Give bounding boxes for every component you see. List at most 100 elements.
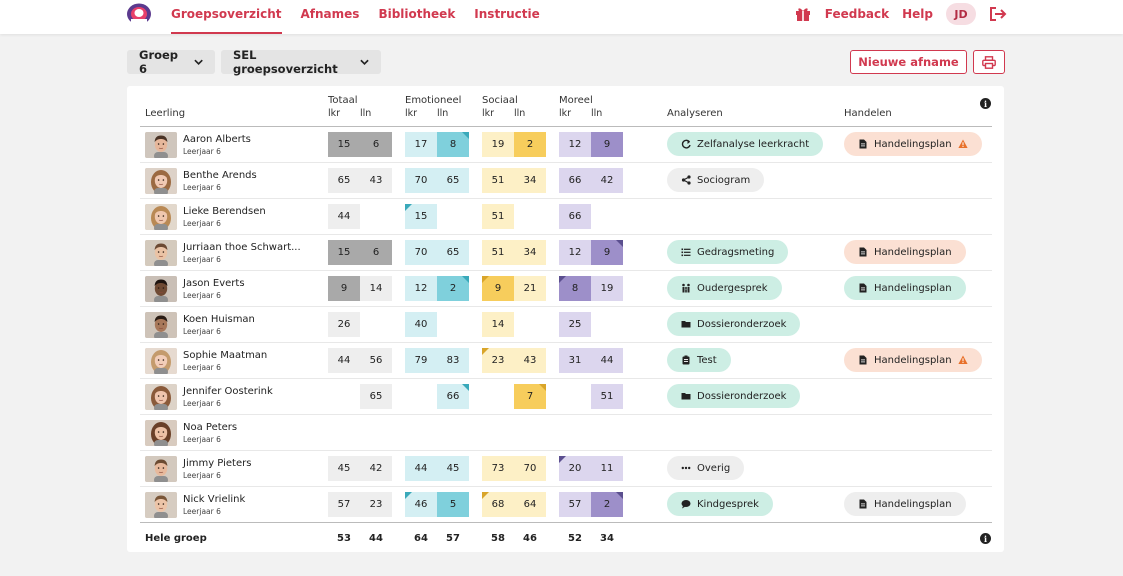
- score-cell-emo-lkr[interactable]: 46: [405, 492, 437, 517]
- table-row[interactable]: Koen Huisman Leerjaar 6 26 40 14 25 Dossierond…: [140, 307, 992, 343]
- new-assessment-button[interactable]: Nieuwe afname: [850, 50, 967, 74]
- score-cell-soc-lln[interactable]: 43: [514, 348, 546, 373]
- analyze-button[interactable]: Zelfanalyse leerkracht: [667, 132, 824, 156]
- table-row[interactable]: Sophie Maatman Leerjaar 6 44 56 79 83 23 43 31 44…: [140, 343, 992, 379]
- score-cell-total-lln[interactable]: 14: [360, 276, 392, 301]
- analyze-button[interactable]: Kindgesprek: [667, 492, 773, 516]
- score-cell-emo-lkr[interactable]: 15: [405, 204, 437, 229]
- score-cell-emo-lln[interactable]: 83: [437, 348, 469, 373]
- score-cell-mor-lln[interactable]: 9: [591, 240, 623, 265]
- score-cell-emo-lln[interactable]: 2: [437, 276, 469, 301]
- student-name[interactable]: Jimmy Pieters: [183, 458, 252, 469]
- score-cell-total-lkr[interactable]: 57: [328, 492, 360, 517]
- score-cell-total-lkr[interactable]: 26: [328, 312, 360, 337]
- logout-icon[interactable]: [988, 6, 1008, 22]
- score-cell-total-lkr[interactable]: 9: [328, 276, 360, 301]
- score-cell-total-lkr[interactable]: 65: [328, 168, 360, 193]
- score-cell-total-lln[interactable]: 23: [360, 492, 392, 517]
- nav-bibliotheek[interactable]: Bibliotheek: [378, 7, 456, 21]
- score-cell-soc-lkr[interactable]: 23: [482, 348, 514, 373]
- score-cell-soc-lkr[interactable]: 68: [482, 492, 514, 517]
- student-name[interactable]: Nick Vrielink: [183, 494, 246, 505]
- score-cell-emo-lln[interactable]: 8: [437, 132, 469, 157]
- action-plan-button[interactable]: Handelingsplan: [844, 132, 982, 156]
- score-cell-soc-lkr[interactable]: 73: [482, 456, 514, 481]
- score-cell-soc-lln[interactable]: 64: [514, 492, 546, 517]
- analyze-button[interactable]: Test: [667, 348, 731, 372]
- table-row[interactable]: Jimmy Pieters Leerjaar 6 45 42 44 45 73 70 20 11 O…: [140, 451, 992, 487]
- group-select[interactable]: Groep 6: [127, 48, 215, 76]
- score-cell-mor-lkr[interactable]: 20: [559, 456, 591, 481]
- score-cell-mor-lln[interactable]: 44: [591, 348, 623, 373]
- student-name[interactable]: Sophie Maatman: [183, 350, 268, 361]
- score-cell-total-lkr[interactable]: 44: [328, 204, 360, 229]
- score-cell-soc-lln[interactable]: 70: [514, 456, 546, 481]
- score-cell-emo-lkr[interactable]: 70: [405, 168, 437, 193]
- score-cell-emo-lln[interactable]: 65: [437, 168, 469, 193]
- action-plan-button[interactable]: Handelingsplan: [844, 348, 982, 372]
- student-name[interactable]: Jurriaan thoe Schwart...: [183, 242, 301, 253]
- score-cell-soc-lln[interactable]: 34: [514, 240, 546, 265]
- nav-afnames[interactable]: Afnames: [300, 7, 360, 21]
- user-avatar[interactable]: JD: [946, 3, 976, 25]
- score-cell-mor-lln[interactable]: 2: [591, 492, 623, 517]
- score-cell-mor-lkr[interactable]: 25: [559, 312, 591, 337]
- table-row[interactable]: Aaron Alberts Leerjaar 6 15 6 17 8 19 2 12 9 Zelfa…: [140, 127, 992, 163]
- score-cell-mor-lkr[interactable]: 12: [559, 132, 591, 157]
- score-cell-soc-lkr[interactable]: 51: [482, 204, 514, 229]
- score-cell-emo-lkr[interactable]: 44: [405, 456, 437, 481]
- score-cell-mor-lkr[interactable]: 8: [559, 276, 591, 301]
- student-name[interactable]: Aaron Alberts: [183, 134, 251, 145]
- feedback-link[interactable]: Feedback: [824, 7, 890, 21]
- score-cell-emo-lkr[interactable]: 70: [405, 240, 437, 265]
- score-cell-mor-lln[interactable]: 51: [591, 384, 623, 409]
- score-cell-total-lln[interactable]: 42: [360, 456, 392, 481]
- action-plan-button[interactable]: Handelingsplan: [844, 492, 966, 516]
- score-cell-soc-lln[interactable]: 7: [514, 384, 546, 409]
- analyze-button[interactable]: Gedragsmeting: [667, 240, 789, 264]
- score-cell-emo-lln[interactable]: 66: [437, 384, 469, 409]
- score-cell-mor-lln[interactable]: 11: [591, 456, 623, 481]
- score-cell-total-lln[interactable]: 6: [360, 132, 392, 157]
- score-cell-soc-lkr[interactable]: 51: [482, 168, 514, 193]
- score-cell-mor-lkr[interactable]: 66: [559, 168, 591, 193]
- help-link[interactable]: Help: [902, 7, 933, 21]
- print-button[interactable]: [973, 50, 1005, 74]
- student-name[interactable]: Jason Everts: [183, 278, 245, 289]
- score-cell-soc-lln[interactable]: 21: [514, 276, 546, 301]
- score-cell-total-lln[interactable]: 65: [360, 384, 392, 409]
- score-cell-emo-lln[interactable]: 45: [437, 456, 469, 481]
- info-icon[interactable]: i: [980, 98, 991, 109]
- score-cell-mor-lkr[interactable]: 12: [559, 240, 591, 265]
- table-row[interactable]: Lieke Berendsen Leerjaar 6 44 15 51 66: [140, 199, 992, 235]
- student-name[interactable]: Jennifer Oosterink: [183, 386, 273, 397]
- table-row[interactable]: Benthe Arends Leerjaar 6 65 43 70 65 51 34 66 42 S…: [140, 163, 992, 199]
- table-row[interactable]: Jason Everts Leerjaar 6 9 14 12 2 9 21 8 19 Ouderg…: [140, 271, 992, 307]
- analyze-button[interactable]: Oudergesprek: [667, 276, 782, 300]
- table-row[interactable]: Jennifer Oosterink Leerjaar 6 65 66 7 51 Dossi…: [140, 379, 992, 415]
- student-name[interactable]: Noa Peters: [183, 422, 238, 433]
- score-cell-total-lkr[interactable]: 15: [328, 132, 360, 157]
- score-cell-total-lkr[interactable]: 15: [328, 240, 360, 265]
- score-cell-total-lln[interactable]: 56: [360, 348, 392, 373]
- score-cell-total-lln[interactable]: 43: [360, 168, 392, 193]
- analyze-button[interactable]: Dossieronderzoek: [667, 312, 801, 336]
- score-cell-soc-lkr[interactable]: 19: [482, 132, 514, 157]
- info-icon[interactable]: i: [980, 533, 991, 544]
- score-cell-mor-lln[interactable]: 42: [591, 168, 623, 193]
- view-select[interactable]: SEL groepsoverzicht: [221, 48, 381, 76]
- nav-groepsoverzicht[interactable]: Groepsoverzicht: [171, 7, 282, 34]
- table-row[interactable]: Nick Vrielink Leerjaar 6 57 23 46 5 68 64 57 2 Kin…: [140, 487, 992, 523]
- table-row[interactable]: Jurriaan thoe Schwart... Leerjaar 6 15 6 70 6…: [140, 235, 992, 271]
- table-row[interactable]: Noa Peters Leerjaar 6: [140, 415, 992, 451]
- score-cell-total-lkr[interactable]: 44: [328, 348, 360, 373]
- action-plan-button[interactable]: Handelingsplan: [844, 240, 966, 264]
- student-name[interactable]: Benthe Arends: [183, 170, 257, 181]
- analyze-button[interactable]: Dossieronderzoek: [667, 384, 801, 408]
- score-cell-soc-lln[interactable]: 34: [514, 168, 546, 193]
- score-cell-soc-lln[interactable]: 2: [514, 132, 546, 157]
- score-cell-mor-lln[interactable]: 9: [591, 132, 623, 157]
- score-cell-mor-lkr[interactable]: 66: [559, 204, 591, 229]
- score-cell-soc-lkr[interactable]: 14: [482, 312, 514, 337]
- score-cell-emo-lkr[interactable]: 40: [405, 312, 437, 337]
